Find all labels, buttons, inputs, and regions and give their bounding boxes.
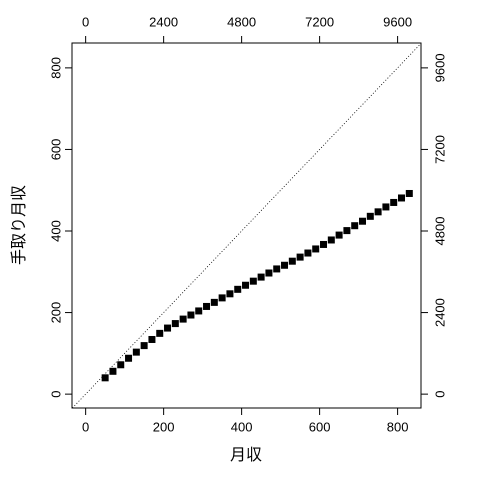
x-tick-label: 0: [82, 419, 89, 434]
point: [273, 265, 281, 273]
point: [398, 194, 406, 202]
point: [226, 290, 234, 298]
point: [374, 208, 382, 216]
point: [218, 294, 226, 302]
y2-tick-label: 9600: [432, 53, 447, 82]
point: [304, 249, 312, 257]
x2-tick-label: 2400: [149, 14, 178, 29]
point: [117, 361, 125, 369]
point: [195, 307, 203, 315]
point: [366, 212, 374, 220]
x2-tick-label: 4800: [227, 14, 256, 29]
point: [132, 348, 140, 356]
point: [351, 222, 359, 230]
point: [281, 261, 289, 269]
y-tick-label: 200: [48, 302, 63, 324]
point: [171, 320, 179, 328]
point: [187, 311, 195, 319]
point: [320, 240, 328, 248]
diagonal-line: [72, 43, 422, 409]
point: [101, 374, 109, 382]
point: [164, 324, 172, 332]
point: [359, 217, 367, 225]
x2-tick-label: 9600: [383, 14, 412, 29]
point: [109, 367, 117, 375]
x-tick-label: 200: [153, 419, 175, 434]
point: [156, 329, 164, 337]
point: [257, 273, 265, 281]
point: [327, 236, 335, 244]
point: [249, 277, 257, 285]
y-tick-label: 400: [48, 220, 63, 242]
point: [382, 203, 390, 211]
point: [312, 245, 320, 253]
x-tick-label: 800: [387, 419, 409, 434]
point: [335, 231, 343, 239]
x2-tick-label: 7200: [305, 14, 334, 29]
point: [390, 198, 398, 206]
point: [140, 342, 148, 350]
y-axis-label: 手取り月収: [10, 185, 28, 265]
y-tick-label: 600: [48, 139, 63, 161]
point: [179, 315, 187, 323]
point: [203, 302, 211, 310]
point: [288, 257, 296, 265]
point: [210, 298, 218, 306]
point: [242, 281, 250, 289]
point: [234, 285, 242, 293]
y2-tick-label: 2400: [432, 298, 447, 327]
y2-tick-label: 0: [432, 391, 447, 398]
y2-tick-label: 4800: [432, 217, 447, 246]
point: [265, 269, 273, 277]
point: [343, 227, 351, 235]
point: [148, 335, 156, 343]
y-tick-label: 0: [48, 391, 63, 398]
point: [125, 354, 133, 362]
point: [405, 189, 413, 197]
x2-tick-label: 0: [82, 14, 89, 29]
point: [296, 253, 304, 261]
plot-box: [71, 42, 422, 409]
y2-tick-label: 7200: [432, 135, 447, 164]
x-axis-label: 月収: [230, 446, 262, 464]
x-tick-label: 400: [231, 419, 253, 434]
x-tick-label: 600: [309, 419, 331, 434]
y-tick-label: 800: [48, 57, 63, 79]
